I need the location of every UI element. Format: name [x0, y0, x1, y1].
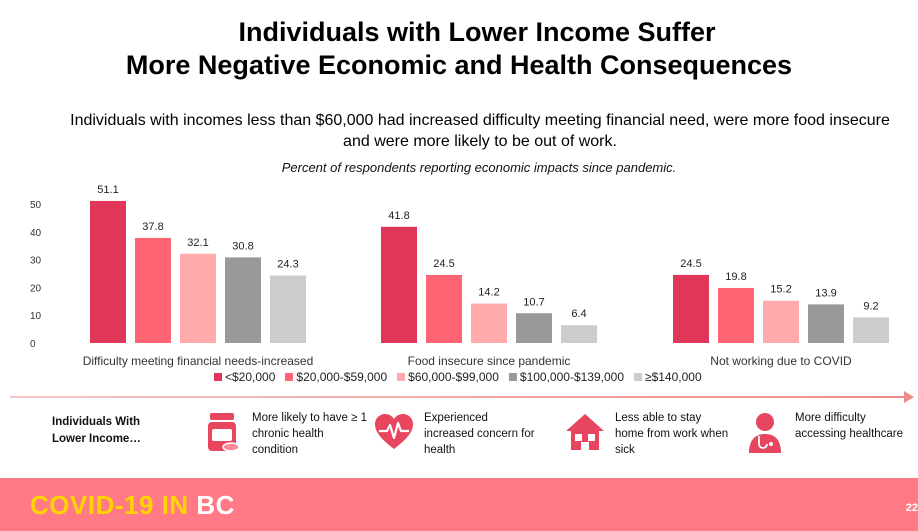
legend-item: <$20,000 — [214, 370, 275, 384]
y-tick-label: 50 — [30, 200, 42, 211]
y-tick-label: 30 — [30, 256, 42, 267]
bar-chart: 0 10 20 30 40 50 51.1 37.8 32.1 30.8 24.3 Difficult… — [30, 184, 889, 368]
y-tick-label: 40 — [30, 228, 42, 239]
impacts-label: Individuals With Lower Income… — [52, 416, 141, 445]
legend-item: $100,000-$139,000 — [508, 370, 624, 384]
value-label: 13.9 — [815, 287, 836, 299]
bar — [381, 226, 417, 343]
impact-health-concern: Experienced increased concern for health — [372, 410, 539, 458]
legend-swatch — [508, 373, 517, 381]
page-number: 22 — [905, 502, 918, 514]
covid-bc-logo: COVID-19 IN BC — [30, 490, 235, 521]
value-label: 24.5 — [680, 258, 701, 270]
legend-item: ≥$140,000 — [634, 370, 702, 384]
impact-chronic-condition: More likely to have ≥ 1 chronic health c… — [200, 410, 367, 458]
value-label: 15.2 — [770, 284, 791, 296]
category-label: Not working due to COVID — [710, 354, 852, 368]
value-label: 32.1 — [187, 237, 208, 249]
value-label: 30.8 — [232, 240, 253, 252]
legend-label: $100,000-$139,000 — [519, 370, 624, 384]
bar — [180, 253, 216, 343]
impact-text: Experienced increased concern for health — [424, 412, 535, 456]
arrow-head-icon — [904, 391, 914, 403]
legend-label: $60,000-$99,000 — [408, 370, 499, 384]
legend-swatch — [634, 373, 642, 381]
value-label: 24.3 — [277, 258, 298, 270]
impact-accessing-healthcare: More difficulty accessing healthcare — [743, 410, 910, 454]
bar — [718, 287, 754, 343]
divider-arrow — [10, 396, 906, 398]
chart-legend: <$20,000 $20,000-$59,000 $60,000-$99,000 $1… — [214, 370, 702, 384]
footer-bar — [0, 478, 918, 531]
chart-caption: Percent of respondents reporting economi… — [281, 160, 677, 175]
bar — [808, 304, 844, 343]
category-label: Difficulty meeting financial needs-incre… — [83, 354, 314, 368]
legend-label: ≥$140,000 — [645, 370, 702, 384]
y-tick-label: 20 — [30, 283, 42, 294]
bar — [225, 257, 261, 343]
bar — [90, 200, 126, 343]
bar — [471, 303, 507, 343]
logo-text-bc: BC — [196, 490, 235, 520]
bar — [561, 325, 597, 343]
impact-stay-home: Less able to stay home from work when si… — [563, 410, 730, 458]
bar — [426, 274, 462, 343]
legend-swatch — [285, 373, 294, 381]
house-icon — [563, 410, 607, 454]
bar — [853, 317, 889, 343]
logo-text: COVID-19 IN — [30, 490, 189, 520]
subtitle-line2: and were more likely to be out of work. — [343, 133, 617, 150]
legend-label: <$20,000 — [225, 370, 276, 384]
bar — [673, 274, 709, 343]
impact-text: More difficulty accessing healthcare — [795, 412, 904, 440]
legend-swatch — [214, 373, 222, 381]
heart-pulse-icon — [372, 410, 416, 454]
impact-text: Less able to stay home from work when si… — [615, 412, 729, 456]
value-label: 10.7 — [523, 296, 544, 308]
value-label: 51.1 — [97, 184, 118, 196]
y-tick-label: 0 — [30, 339, 36, 350]
value-label: 37.8 — [142, 221, 163, 233]
y-tick-label: 10 — [30, 311, 42, 322]
category-label: Food insecure since pandemic — [408, 354, 571, 368]
bar — [135, 237, 171, 343]
legend-swatch — [397, 373, 406, 381]
bar — [763, 300, 799, 343]
value-label: 24.5 — [433, 258, 454, 270]
value-label: 19.8 — [725, 271, 746, 283]
value-label: 41.8 — [388, 210, 409, 222]
slide-title-line1: Individuals with Lower Income Suffer — [238, 17, 716, 47]
impact-text: More likely to have ≥ 1 chronic health c… — [252, 412, 367, 456]
slide-title-line2: More Negative Economic and Health Conseq… — [125, 50, 793, 80]
legend-item: $20,000-$59,000 — [285, 370, 387, 384]
bar — [516, 313, 552, 343]
value-label: 14.2 — [478, 287, 499, 299]
doctor-icon — [743, 410, 787, 454]
legend-item: $60,000-$99,000 — [397, 370, 499, 384]
value-label: 6.4 — [571, 308, 586, 320]
legend-label: $20,000-$59,000 — [296, 370, 388, 384]
value-label: 9.2 — [863, 300, 878, 312]
bar — [270, 275, 306, 343]
pill-bottle-icon — [200, 410, 244, 454]
subtitle-line1: Individuals with incomes less than $60,0… — [70, 112, 890, 129]
